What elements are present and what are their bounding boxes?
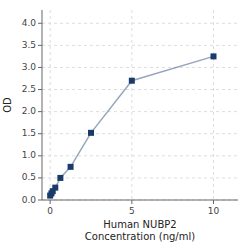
x-axis-label-line: Concentration (ng/ml) <box>85 231 195 242</box>
grid-line <box>213 10 214 200</box>
grid-line <box>50 10 51 200</box>
grid-line <box>42 67 238 68</box>
tick-mark <box>38 177 42 178</box>
grid-line <box>42 111 238 112</box>
marker <box>211 53 217 59</box>
tick-mark <box>50 200 51 204</box>
tick-label: 3.0 <box>22 62 37 72</box>
tick-mark <box>213 200 214 204</box>
grid <box>42 10 238 200</box>
tick-label: 4.0 <box>22 18 37 28</box>
marker <box>52 185 58 191</box>
grid-line <box>42 177 238 178</box>
tick-label: 3.5 <box>22 40 36 50</box>
tick-mark <box>131 200 132 204</box>
tick-mark <box>38 89 42 90</box>
tick-label: 1.5 <box>22 128 36 138</box>
grid-line <box>42 23 238 24</box>
chart: 0.0 0.5 1.0 1.5 2.0 2.5 3.0 3.5 4.0 0 5 10 Human NUB… <box>0 0 250 250</box>
y-axis-line <box>42 10 43 200</box>
tick-mark <box>38 155 42 156</box>
tick-label: 0.5 <box>22 172 36 182</box>
axes: 0.0 0.5 1.0 1.5 2.0 2.5 3.0 3.5 4.0 0 5 10 <box>22 10 238 216</box>
grid-line <box>42 45 238 46</box>
tick-mark <box>38 45 42 46</box>
tick-label: 10 <box>208 206 220 216</box>
line <box>50 56 213 195</box>
tick-label: 1.0 <box>22 150 37 160</box>
marker <box>68 164 74 170</box>
tick-mark <box>38 200 42 201</box>
y-axis-label: OD <box>2 97 13 113</box>
tick-label: 0 <box>47 206 53 216</box>
tick-mark <box>38 111 42 112</box>
tick-mark <box>38 67 42 68</box>
tick-label: 2.5 <box>22 84 36 94</box>
tick-label: 2.0 <box>22 106 37 116</box>
grid-line <box>42 155 238 156</box>
tick-label: 5 <box>129 206 135 216</box>
marker <box>129 78 135 84</box>
x-axis-label: Human NUBP2Concentration (ng/ml) <box>85 219 195 242</box>
x-axis-line <box>42 200 238 201</box>
tick-mark <box>38 133 42 134</box>
x-axis-label-line: Human NUBP2 <box>103 219 176 230</box>
tick-label: 0.0 <box>22 195 37 205</box>
grid-line <box>42 89 238 90</box>
marker <box>88 130 94 136</box>
grid-line <box>42 200 238 201</box>
grid-line <box>131 10 132 200</box>
marker <box>57 175 63 181</box>
plot-area <box>47 53 216 198</box>
tick-mark <box>38 23 42 24</box>
grid-line <box>42 133 238 134</box>
